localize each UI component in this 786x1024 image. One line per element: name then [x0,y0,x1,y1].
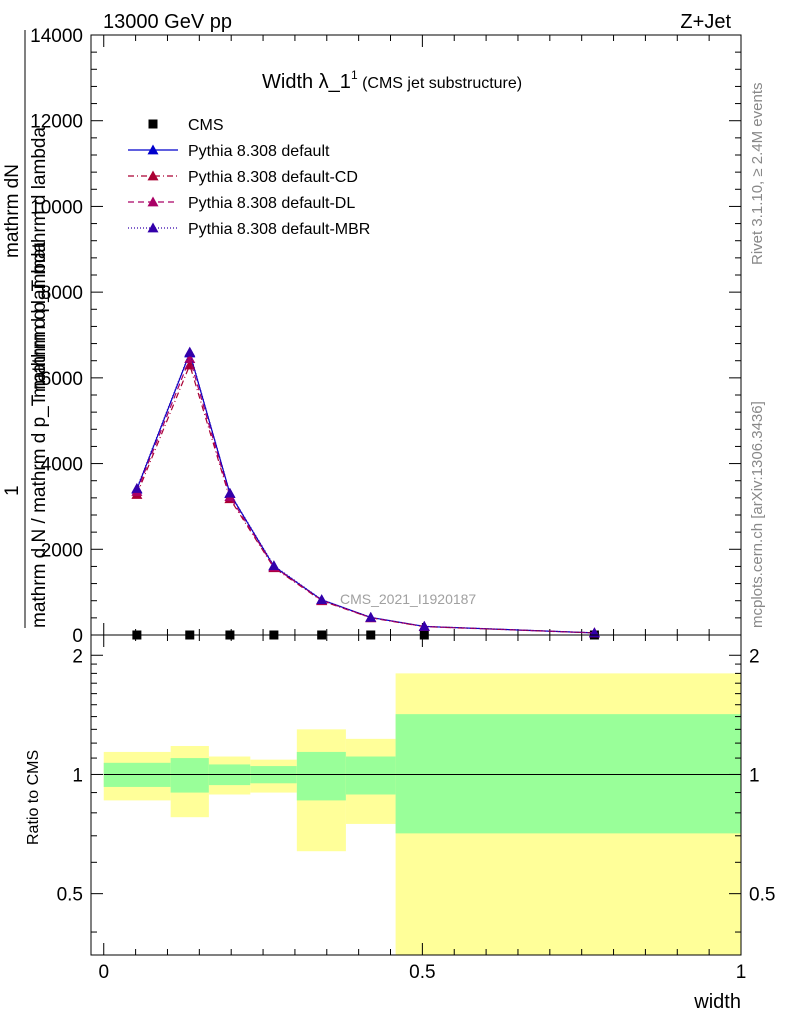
legend-entry: Pythia 8.308 default-MBR [128,221,370,238]
series-line [136,356,595,634]
legend-label: Pythia 8.308 default-MBR [188,221,370,238]
legend-marker [147,170,159,181]
x-tick-label: 1 [736,962,747,983]
main-y-axis-title: mathrm dN mathrm d p_T mathrm d lambda 1… [2,30,50,628]
legend-entry: Pythia 8.308 default-CD [128,169,358,186]
x-tick-label: 0 [98,962,109,983]
y-tick-label: 6000 [41,369,83,390]
legend-marker [147,144,159,155]
y-tick-label: 4000 [41,455,83,476]
legend-label: CMS [188,117,224,134]
data-point [418,620,430,631]
data-point [131,482,143,493]
y-title-mathrm-dN: mathrm dN [2,164,23,258]
ratio-green-band [296,751,346,801]
y-title-dpt-dlambda: mathrm d p_T mathrm d lambda [29,127,50,398]
main-plot-panel: 0 2000 4000 6000 8000 10000 12000 14000 Width λ… [30,26,742,647]
ratio-green-band [395,714,741,834]
chart-title: Width λ_11 (CMS jet substructure) [262,68,522,93]
legend-label: Pythia 8.308 default [188,143,330,160]
chart-title-subtitle: (CMS jet substructure) [358,75,522,92]
y-tick-label: 2000 [41,540,83,561]
legend-marker [147,196,159,207]
ratio-y-tick-label: 2 [72,646,83,667]
data-point [268,560,280,570]
ratio-ticks: 0.5 0.5 1 1 2 2 0 0.5 1 [57,635,775,983]
analysis-watermark: CMS_2021_I1920187 [340,591,476,607]
data-point [184,353,196,363]
ratio-plot-frame [90,634,742,956]
data-point [365,611,377,622]
data-point [184,346,196,357]
ratio-y-tick-label-right: 0.5 [749,885,775,906]
legend-marker [148,119,158,129]
ratio-y-tick-label-right: 2 [749,646,760,667]
ratio-y-tick-label-right: 1 [749,765,760,786]
legend-label: Pythia 8.308 default-CD [188,169,358,186]
legend-label: Pythia 8.308 default-DL [188,195,355,212]
legend-entry: CMS [148,117,224,134]
ratio-y-tick-label: 1 [72,765,83,786]
x-axis-title: width [693,991,741,1013]
ratio-bands [103,673,741,955]
legend-entry: Pythia 8.308 default [128,143,330,160]
ratio-y-axis-title: Ratio to CMS [25,750,42,845]
ratio-y-tick-label: 0.5 [57,885,83,906]
y-title-dN-dpt-dlambda: mathrm d N / mathrm d p_T mathrm d lambd… [29,241,50,628]
series-4 [131,346,600,638]
ratio-green-band [345,756,396,795]
chart-title-superscript: 1 [351,68,358,82]
legend-entry: Pythia 8.308 default-DL [128,195,355,212]
chart-title-main: Width λ_1 [262,71,351,93]
data-point [316,594,328,605]
ratio-plot-panel: 0.5 0.5 1 1 2 2 0 0.5 1 Ratio to CMS width [25,634,775,1013]
y-tick-label: 8000 [41,283,83,304]
header-energy-label: 13000 GeV pp [103,11,232,33]
x-tick-label: 0.5 [409,962,435,983]
ratio-green-band [170,758,209,793]
legend-marker [147,222,159,233]
header-process-label: Z+Jet [680,11,731,33]
data-point [224,487,236,498]
legend: CMS Pythia 8.308 default Pythia 8.308 defa… [128,117,370,238]
y-tick-label: 12000 [30,112,83,133]
mcplots-label: mcplots.cern.ch [arXiv:1306.3436] [749,401,766,628]
y-title-one: 1 [2,485,23,496]
y-tick-label: 0 [72,626,83,647]
main-y-ticks: 0 2000 4000 6000 8000 10000 12000 14000 [30,26,742,647]
rivet-version-label: Rivet 3.1.10, ≥ 2.4M events [749,83,766,266]
y-tick-label: 10000 [30,197,83,218]
y-tick-label: 14000 [30,26,83,47]
